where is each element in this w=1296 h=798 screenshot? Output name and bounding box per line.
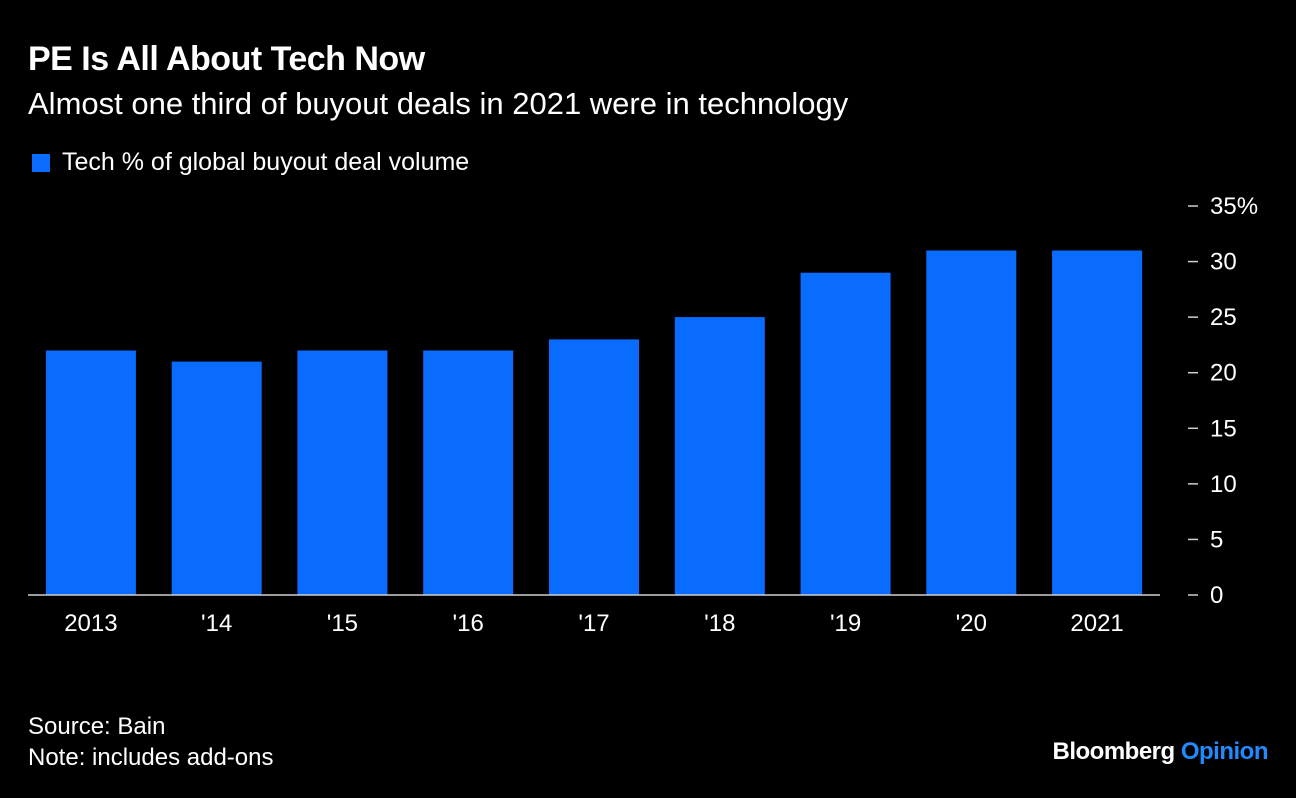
- x-tick-label: '16: [453, 610, 484, 637]
- x-tick-label: '19: [830, 610, 861, 637]
- y-tick-label: 35%: [1210, 193, 1258, 220]
- y-tick-label: 0: [1210, 582, 1223, 609]
- y-tick-label: 25: [1210, 304, 1237, 331]
- source-note: Source: Bain: [28, 713, 166, 740]
- brand-name: Bloomberg: [1052, 738, 1176, 765]
- bar: [45, 350, 136, 595]
- y-tick-label: 10: [1210, 471, 1237, 498]
- bar: [297, 350, 388, 595]
- x-tick-label: '14: [201, 610, 232, 637]
- legend-swatch: [32, 153, 50, 172]
- x-tick-label: '20: [956, 610, 987, 637]
- bar: [171, 361, 262, 595]
- x-tick-label: 2013: [64, 610, 117, 637]
- legend-label: Tech % of global buyout deal volume: [62, 148, 470, 176]
- bar: [423, 350, 514, 595]
- x-tick-label: 2021: [1070, 610, 1123, 637]
- y-tick-label: 30: [1210, 249, 1237, 276]
- bar: [1052, 250, 1143, 595]
- bar: [800, 272, 891, 595]
- y-tick-label: 5: [1210, 526, 1223, 553]
- legend: Tech % of global buyout deal volume: [32, 148, 469, 177]
- bar: [549, 339, 639, 595]
- brand-section: Opinion: [1180, 738, 1269, 765]
- y-tick-label: 15: [1210, 415, 1237, 442]
- bar: [926, 250, 1017, 595]
- x-tick-label: '17: [578, 610, 609, 637]
- chart-title: PE Is All About Tech Now: [28, 40, 425, 78]
- brand-logo: Bloomberg Opinion: [1053, 738, 1269, 766]
- y-tick-label: 20: [1210, 360, 1237, 387]
- x-tick-label: '18: [704, 610, 735, 637]
- footnote: Note: includes add-ons: [28, 744, 274, 771]
- bar: [674, 317, 765, 595]
- chart-subtitle: Almost one third of buyout deals in 2021…: [28, 86, 849, 121]
- x-tick-label: '15: [327, 610, 358, 637]
